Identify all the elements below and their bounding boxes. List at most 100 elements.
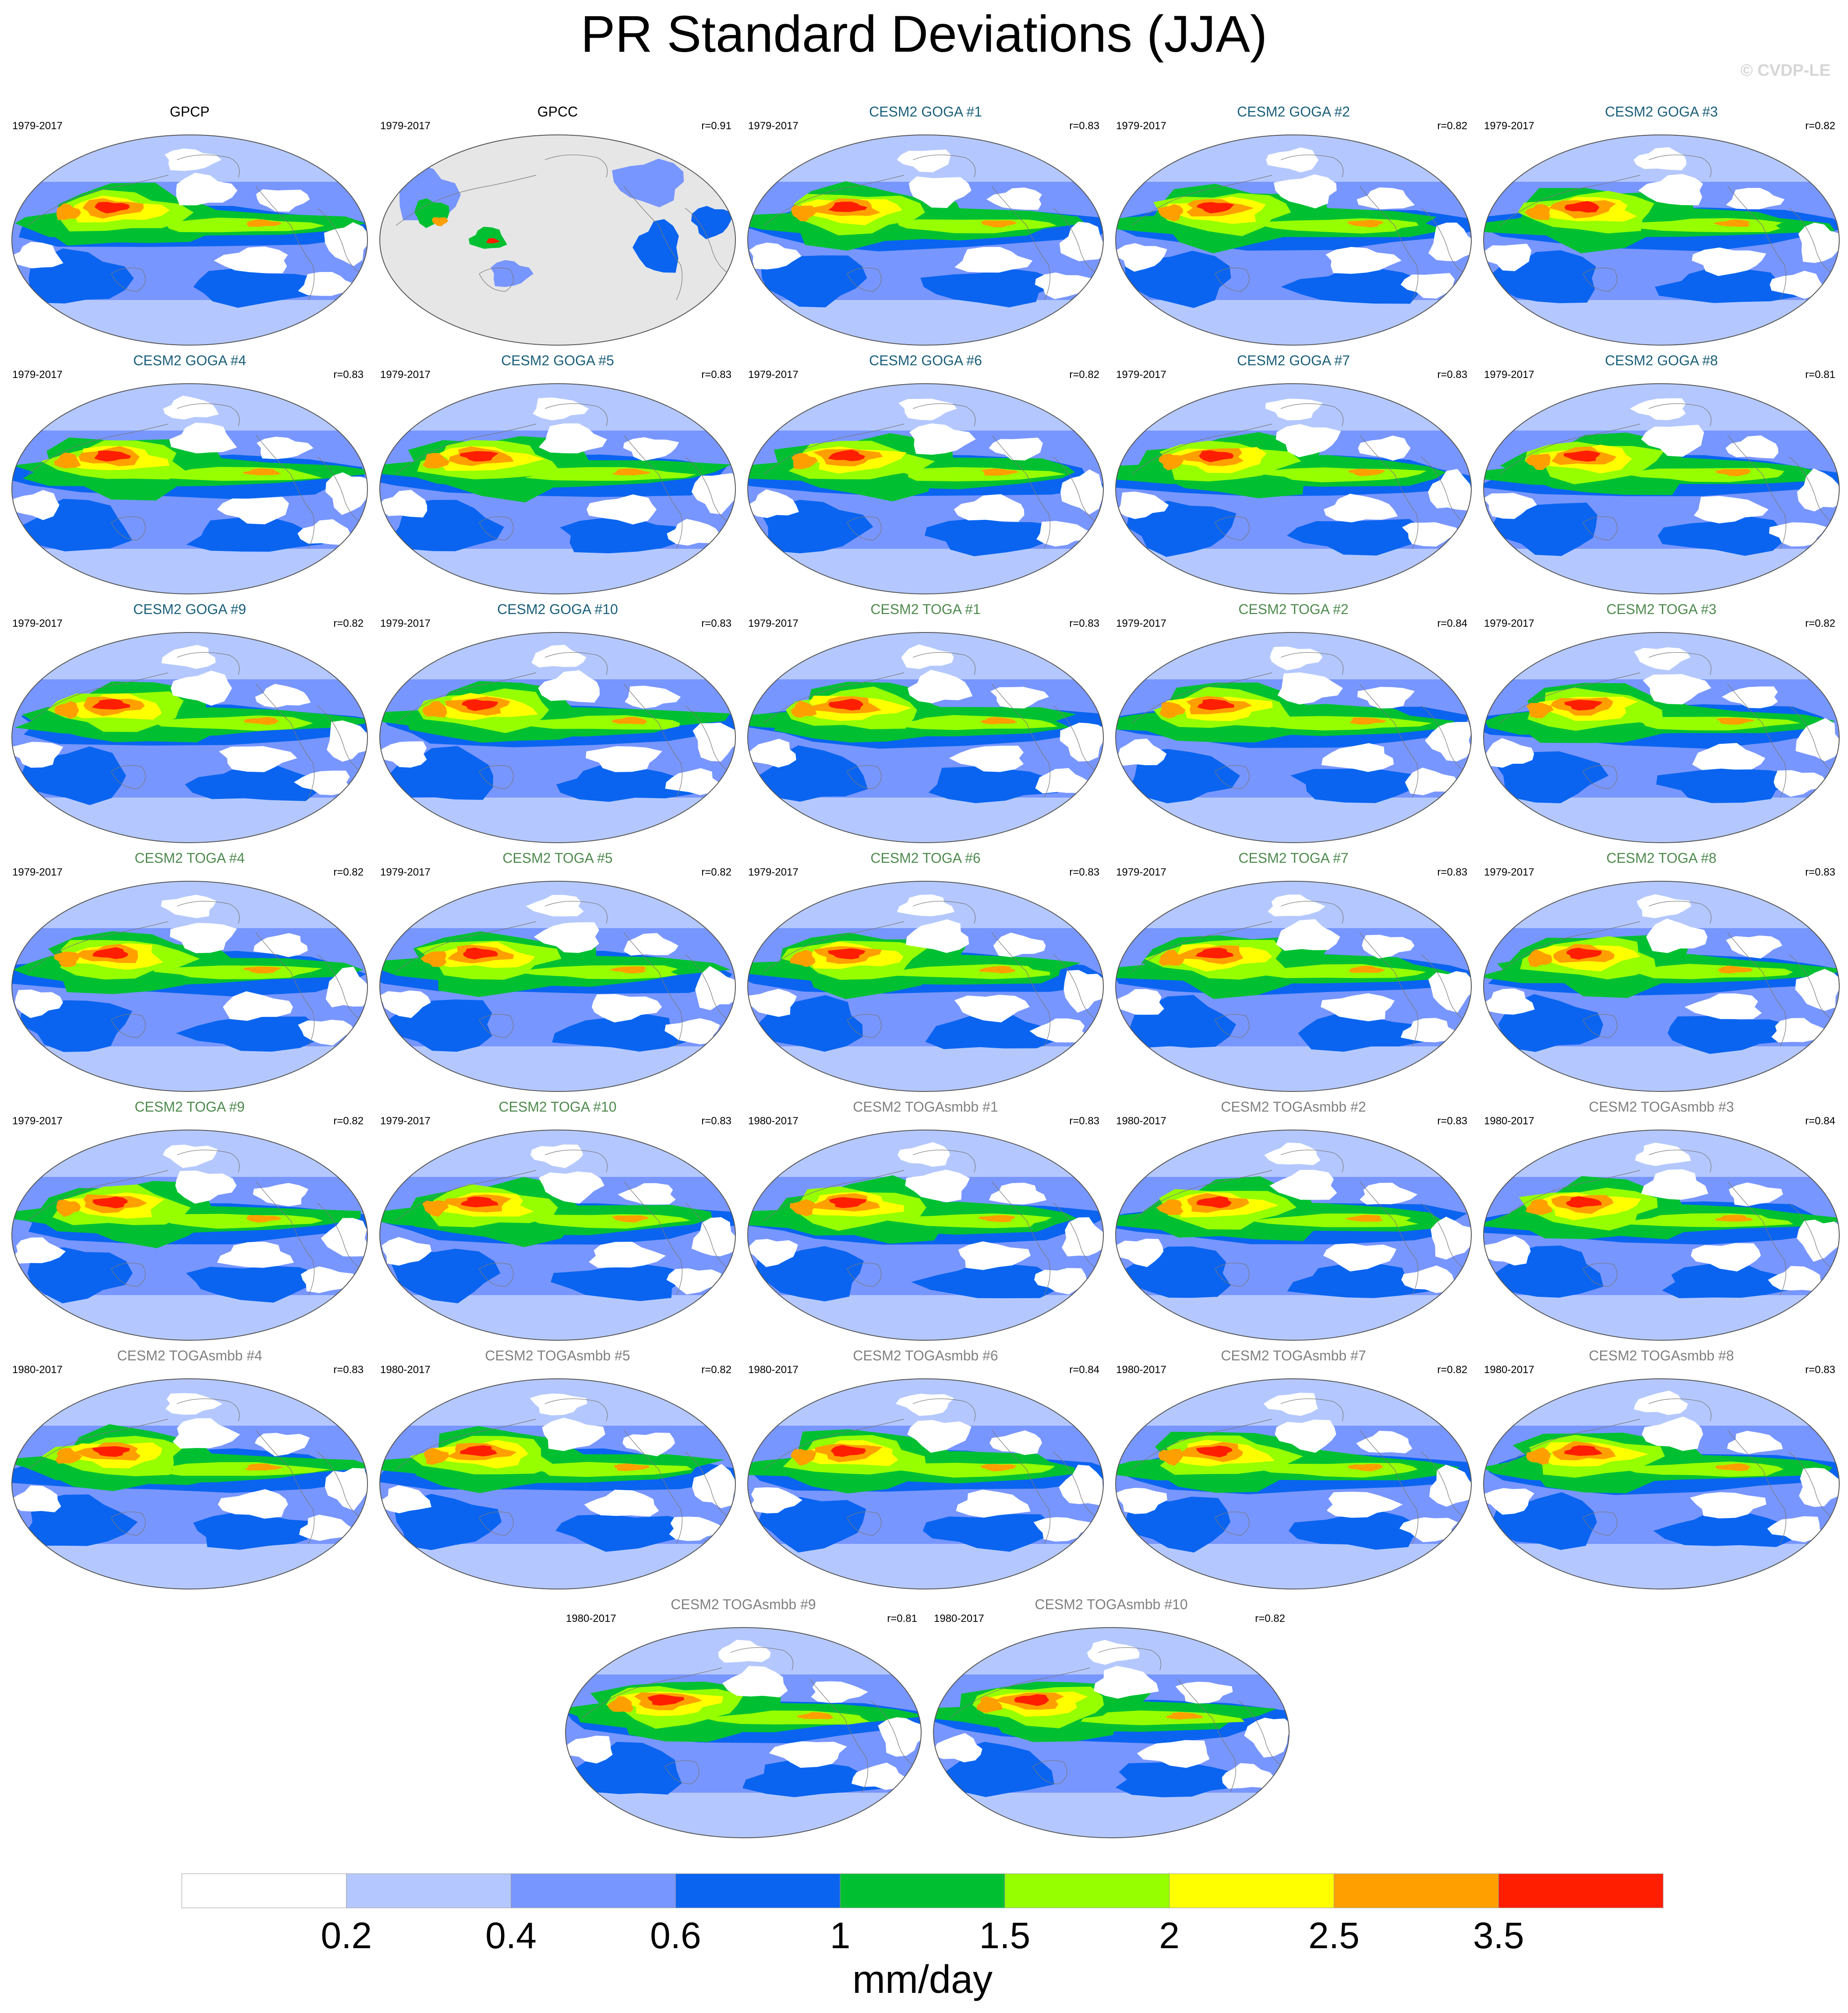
panel-years: 1979-2017	[1116, 866, 1166, 878]
panel-title: CESM2 TOGAsmbb #6	[853, 1348, 998, 1363]
panel-correlation: r=0.83	[1437, 1115, 1467, 1127]
panel-years: 1979-2017	[380, 1115, 431, 1127]
panel-map	[565, 1627, 922, 1838]
panel-years: 1979-2017	[748, 120, 799, 132]
panel-title: GPCP	[170, 104, 210, 120]
panel-map	[379, 881, 736, 1092]
panel-title: CESM2 GOGA #8	[1605, 353, 1718, 368]
map-panel: CESM2 TOGA #3 1979-2017 r=0.82	[1477, 600, 1846, 846]
panel-title: CESM2 TOGA #8	[1606, 850, 1717, 866]
panel-title: CESM2 TOGA #9	[134, 1099, 245, 1115]
panel-correlation: r=0.83	[1069, 618, 1099, 629]
colorbar-swatch	[181, 1873, 347, 1908]
colorbar: 0.2 0.4 0.6 1 1.5 2 2.5 3.5 mm/day	[181, 1873, 1664, 2002]
panel-map	[1483, 1378, 1840, 1589]
panel-map	[933, 1627, 1290, 1838]
panel-years: 1979-2017	[380, 120, 431, 132]
panel-correlation: r=0.84	[1805, 1115, 1835, 1127]
colorbar-tick-label: 2	[1159, 1915, 1180, 1956]
panel-title: CESM2 GOGA #10	[497, 601, 618, 617]
panel-map	[11, 383, 368, 594]
panel-correlation: r=0.83	[701, 618, 731, 629]
panel-title: CESM2 TOGAsmbb #1	[853, 1099, 998, 1115]
panel-correlation: r=0.82	[1255, 1613, 1285, 1625]
colorbar-swatch	[1169, 1873, 1334, 1908]
panel-years: 1979-2017	[380, 866, 431, 878]
panel-title: CESM2 TOGAsmbb #5	[485, 1348, 630, 1363]
panel-correlation: r=0.83	[333, 1364, 364, 1376]
panel-correlation: r=0.82	[1437, 120, 1467, 132]
map-panel: CESM2 TOGAsmbb #6 1980-2017 r=0.84	[741, 1347, 1110, 1592]
panel-title: CESM2 TOGAsmbb #9	[671, 1596, 816, 1612]
panel-map	[747, 1130, 1104, 1341]
map-panel: CESM2 TOGAsmbb #7 1980-2017 r=0.82	[1109, 1347, 1478, 1592]
panel-map	[1483, 881, 1840, 1092]
panel-years: 1979-2017	[380, 369, 431, 381]
map-panel: CESM2 TOGAsmbb #10 1980-2017 r=0.82	[927, 1596, 1296, 1841]
panel-correlation: r=0.83	[333, 369, 364, 381]
panel-map	[11, 881, 368, 1092]
panel-correlation: r=0.84	[1069, 1364, 1099, 1376]
panel-years: 1980-2017	[1116, 1364, 1166, 1376]
map-panel: CESM2 TOGAsmbb #1 1980-2017 r=0.83	[741, 1098, 1110, 1343]
colorbar-unit-label: mm/day	[852, 1958, 993, 2002]
panel-years: 1979-2017	[380, 618, 431, 629]
panel-map	[1115, 881, 1472, 1092]
colorbar-tick-label: 1.5	[979, 1915, 1030, 1956]
panel-correlation: r=0.82	[1437, 1364, 1467, 1376]
map-panel: CESM2 TOGA #2 1979-2017 r=0.84	[1109, 600, 1478, 846]
map-panel: CESM2 TOGA #9 1979-2017 r=0.82	[5, 1098, 374, 1343]
panel-map	[11, 632, 368, 843]
panel-map	[747, 383, 1104, 594]
panel-correlation: r=0.83	[1069, 866, 1099, 878]
panel-title: CESM2 TOGA #10	[498, 1099, 617, 1115]
panel-correlation: r=0.83	[701, 369, 731, 381]
panel-years: 1979-2017	[1484, 369, 1534, 381]
panel-map	[1483, 632, 1840, 843]
panel-correlation: r=0.82	[1805, 120, 1835, 132]
panel-map	[379, 383, 736, 594]
panel-years: 1979-2017	[12, 369, 63, 381]
map-panel: CESM2 GOGA #5 1979-2017 r=0.83	[373, 352, 742, 597]
map-panel: CESM2 TOGAsmbb #9 1980-2017 r=0.81	[559, 1596, 928, 1841]
panel-correlation: r=0.81	[887, 1613, 917, 1625]
panel-map	[379, 1378, 736, 1589]
panel-years: 1980-2017	[748, 1364, 799, 1376]
panel-correlation: r=0.82	[1069, 369, 1099, 381]
panel-title: CESM2 GOGA #9	[133, 601, 246, 617]
panel-title: CESM2 TOGAsmbb #8	[1589, 1348, 1734, 1363]
panel-years: 1980-2017	[934, 1613, 984, 1625]
map-panel: CESM2 TOGAsmbb #8 1980-2017 r=0.83	[1477, 1347, 1846, 1592]
panel-correlation: r=0.83	[1069, 1115, 1099, 1127]
map-panel: CESM2 GOGA #2 1979-2017 r=0.82	[1109, 103, 1478, 348]
panel-map	[379, 134, 736, 346]
panel-years: 1979-2017	[1484, 120, 1534, 132]
map-panel: CESM2 TOGA #8 1979-2017 r=0.83	[1477, 849, 1846, 1095]
colorbar-swatch	[675, 1873, 841, 1908]
panel-years: 1980-2017	[748, 1115, 799, 1127]
panel-map	[379, 1130, 736, 1341]
panel-years: 1979-2017	[12, 120, 63, 132]
map-panel: CESM2 GOGA #7 1979-2017 r=0.83	[1109, 352, 1478, 597]
figure-title: PR Standard Deviations (JJA)	[580, 5, 1268, 63]
map-panel: CESM2 GOGA #6 1979-2017 r=0.82	[741, 352, 1110, 597]
map-panel: CESM2 TOGA #1 1979-2017 r=0.83	[741, 600, 1110, 846]
colorbar-tick-label: 0.4	[485, 1915, 537, 1956]
panel-correlation: r=0.83	[1069, 120, 1099, 132]
panel-title: CESM2 TOGA #5	[502, 850, 613, 866]
colorbar-tick-label: 0.6	[650, 1915, 701, 1956]
panel-correlation: r=0.81	[1805, 369, 1835, 381]
panel-years: 1979-2017	[748, 866, 799, 878]
panel-years: 1980-2017	[12, 1364, 63, 1376]
panel-title: CESM2 TOGA #4	[134, 850, 245, 866]
panel-map	[747, 134, 1104, 346]
map-panel: CESM2 GOGA #3 1979-2017 r=0.82	[1477, 103, 1846, 348]
map-panel: GPCC 1979-2017 r=0.91	[373, 103, 742, 348]
panel-years: 1979-2017	[1484, 618, 1534, 629]
panel-title: CESM2 TOGAsmbb #2	[1221, 1099, 1366, 1115]
panel-title: CESM2 TOGAsmbb #10	[1035, 1596, 1188, 1612]
map-panel: CESM2 GOGA #10 1979-2017 r=0.83	[373, 600, 742, 846]
panel-correlation: r=0.83	[1437, 369, 1467, 381]
panel-title: CESM2 TOGA #3	[1606, 601, 1717, 617]
map-panel: CESM2 TOGA #6 1979-2017 r=0.83	[741, 849, 1110, 1095]
